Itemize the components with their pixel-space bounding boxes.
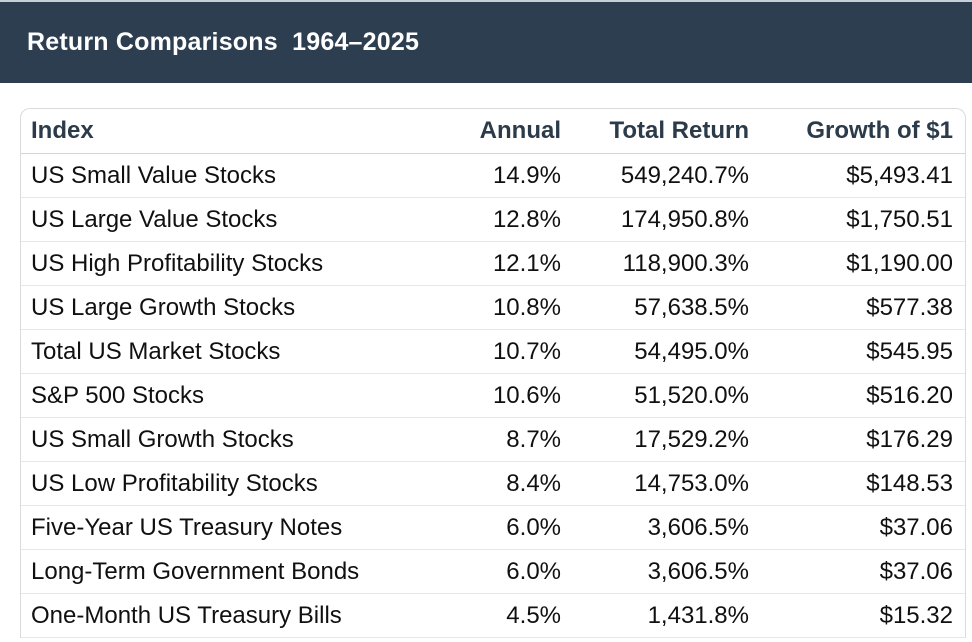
cell-total-return: 14,753.0%: [571, 461, 759, 506]
page-title: Return Comparisons 1964–2025: [27, 28, 420, 56]
cell-index: One-Month US Treasury Bills: [21, 593, 441, 638]
cell-annual: 6.0%: [441, 549, 571, 594]
cell-annual: 8.4%: [441, 461, 571, 506]
cell-annual: 8.7%: [441, 417, 571, 462]
returns-table: Index Annual Total Return Growth of $1 US S…: [21, 109, 965, 638]
table-row: US High Profitability Stocks 12.1% 118,900…: [21, 241, 965, 286]
cell-growth-of-1: $15.32: [759, 593, 965, 638]
table-row: US Large Growth Stocks 10.8% 57,638.5% $577…: [21, 285, 965, 330]
cell-total-return: 17,529.2%: [571, 417, 759, 462]
cell-growth-of-1: $1,190.00: [759, 241, 965, 286]
cell-total-return: 174,950.8%: [571, 197, 759, 242]
cell-index: US High Profitability Stocks: [21, 241, 441, 286]
table-row: US Small Value Stocks 14.9% 549,240.7% $5,4…: [21, 153, 965, 198]
table-row: US Small Growth Stocks 8.7% 17,529.2% $176.…: [21, 417, 965, 462]
cell-growth-of-1: $37.06: [759, 549, 965, 594]
cell-index: Long-Term Government Bonds: [21, 549, 441, 594]
cell-annual: 10.6%: [441, 373, 571, 418]
cell-index: US Small Growth Stocks: [21, 417, 441, 462]
cell-annual: 10.7%: [441, 329, 571, 374]
cell-annual: 12.8%: [441, 197, 571, 242]
cell-index: US Large Value Stocks: [21, 197, 441, 242]
cell-total-return: 118,900.3%: [571, 241, 759, 286]
top-edge-strip: [0, 0, 972, 2]
cell-total-return: 51,520.0%: [571, 373, 759, 418]
column-header-growth-of-1: Growth of $1: [759, 109, 965, 154]
cell-growth-of-1: $5,493.41: [759, 153, 965, 198]
cell-growth-of-1: $545.95: [759, 329, 965, 374]
spacer: [0, 83, 972, 108]
cell-annual: 10.8%: [441, 285, 571, 330]
cell-total-return: 1,431.8%: [571, 593, 759, 638]
cell-index: S&P 500 Stocks: [21, 373, 441, 418]
cell-index: US Small Value Stocks: [21, 153, 441, 198]
cell-annual: 12.1%: [441, 241, 571, 286]
cell-index: Total US Market Stocks: [21, 329, 441, 374]
cell-index: Five-Year US Treasury Notes: [21, 505, 441, 550]
table-row: Total US Market Stocks 10.7% 54,495.0% $545…: [21, 329, 965, 374]
table-row: S&P 500 Stocks 10.6% 51,520.0% $516.20: [21, 373, 965, 418]
table-row: One-Month US Treasury Bills 4.5% 1,431.8% $…: [21, 593, 965, 638]
returns-table-container: Index Annual Total Return Growth of $1 US S…: [20, 108, 966, 638]
table-row: Long-Term Government Bonds 6.0% 3,606.5% $3…: [21, 549, 965, 594]
cell-total-return: 549,240.7%: [571, 153, 759, 198]
cell-growth-of-1: $516.20: [759, 373, 965, 418]
table-row: US Low Profitability Stocks 8.4% 14,753.0%…: [21, 461, 965, 506]
cell-total-return: 3,606.5%: [571, 505, 759, 550]
cell-total-return: 3,606.5%: [571, 549, 759, 594]
column-header-total-return: Total Return: [571, 109, 759, 154]
cell-index: US Low Profitability Stocks: [21, 461, 441, 506]
cell-annual: 14.9%: [441, 153, 571, 198]
cell-growth-of-1: $1,750.51: [759, 197, 965, 242]
cell-growth-of-1: $148.53: [759, 461, 965, 506]
table-row: Five-Year US Treasury Notes 6.0% 3,606.5% $…: [21, 505, 965, 550]
title-bar: Return Comparisons 1964–2025: [0, 2, 972, 83]
table-header-row: Index Annual Total Return Growth of $1: [21, 109, 965, 154]
cell-growth-of-1: $577.38: [759, 285, 965, 330]
table-row: US Large Value Stocks 12.8% 174,950.8% $1,7…: [21, 197, 965, 242]
column-header-annual: Annual: [441, 109, 571, 154]
column-header-index: Index: [21, 109, 441, 154]
cell-annual: 6.0%: [441, 505, 571, 550]
cell-annual: 4.5%: [441, 593, 571, 638]
cell-growth-of-1: $176.29: [759, 417, 965, 462]
cell-total-return: 57,638.5%: [571, 285, 759, 330]
cell-total-return: 54,495.0%: [571, 329, 759, 374]
cell-index: US Large Growth Stocks: [21, 285, 441, 330]
cell-growth-of-1: $37.06: [759, 505, 965, 550]
